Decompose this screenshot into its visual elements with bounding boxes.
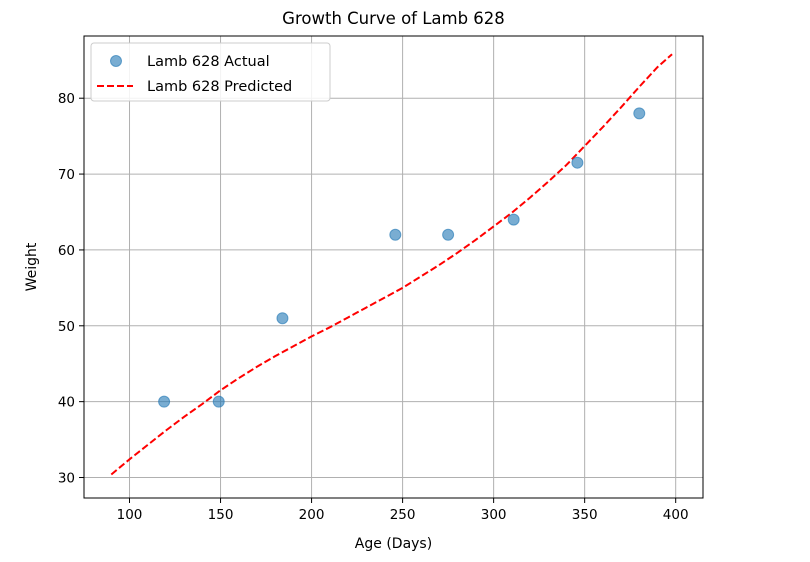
chart-title: Growth Curve of Lamb 628 xyxy=(282,9,505,28)
x-axis-label: Age (Days) xyxy=(355,536,432,552)
plot-series xyxy=(110,53,673,476)
legend-marker-actual xyxy=(110,55,122,67)
actual-point xyxy=(276,312,289,325)
actual-point xyxy=(158,395,171,408)
x-tick-label: 150 xyxy=(208,507,234,523)
actual-point xyxy=(633,107,646,120)
predicted-line xyxy=(110,53,673,476)
legend-label-actual: Lamb 628 Actual xyxy=(147,54,270,70)
y-tick-label: 70 xyxy=(58,167,75,183)
y-tick-label: 80 xyxy=(58,91,75,107)
x-tick-label: 100 xyxy=(117,507,143,523)
x-tick-label: 200 xyxy=(299,507,325,523)
actual-point xyxy=(571,156,584,169)
grid-lines xyxy=(84,36,703,498)
legend-label-predicted: Lamb 628 Predicted xyxy=(147,79,292,95)
y-tick-label: 50 xyxy=(58,319,75,335)
axes-frame xyxy=(83,35,704,499)
y-axis-label: Weight xyxy=(24,242,40,291)
x-tick-label: 300 xyxy=(481,507,507,523)
actual-point xyxy=(212,395,225,408)
x-tick-label: 400 xyxy=(663,507,689,523)
actual-point xyxy=(389,228,402,241)
y-tick-label: 60 xyxy=(58,243,75,259)
y-tick-label: 40 xyxy=(58,395,75,411)
y-tick-label: 30 xyxy=(58,471,75,487)
axis-ticks: 100 150 200 250 300 350 400 30 40 50 60 70 80 xyxy=(58,91,689,523)
legend-box xyxy=(90,42,331,102)
actual-point xyxy=(442,228,455,241)
x-tick-label: 250 xyxy=(390,507,416,523)
actual-point xyxy=(507,213,520,226)
legend: Lamb 628 Actual Lamb 628 Predicted xyxy=(90,42,331,102)
x-tick-label: 350 xyxy=(572,507,598,523)
